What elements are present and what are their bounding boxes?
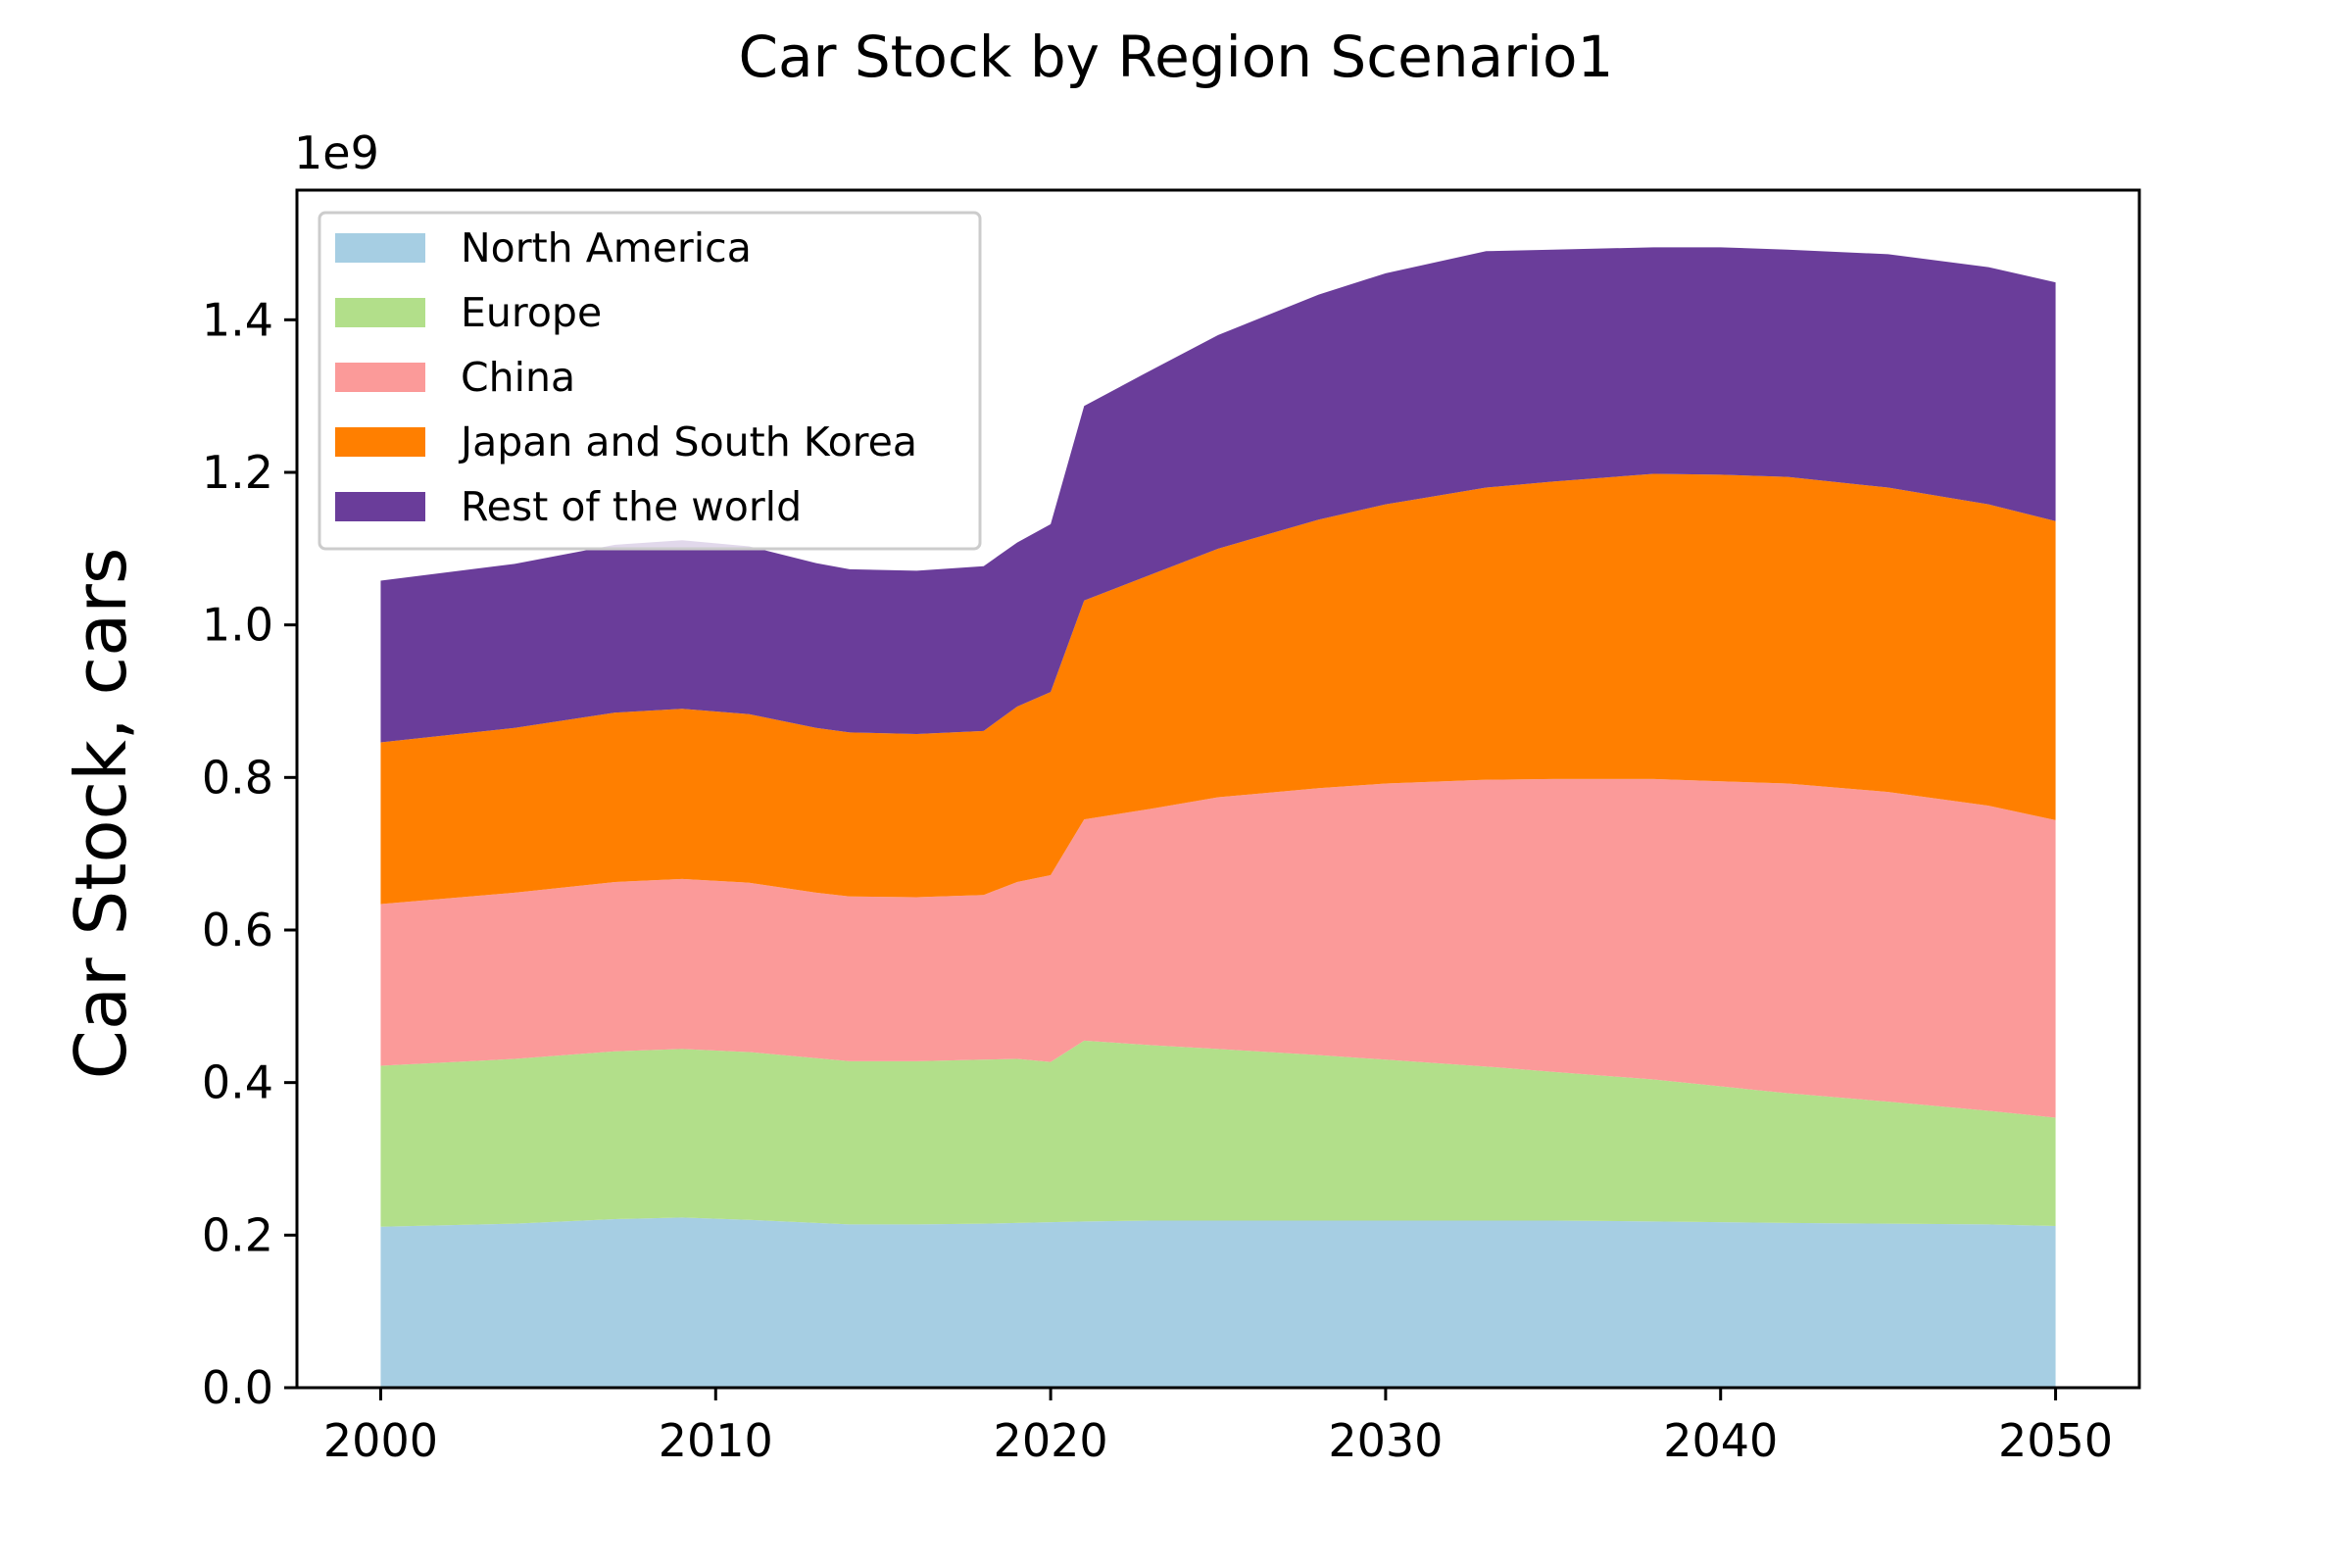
legend-swatch bbox=[335, 427, 425, 457]
legend-label: Europe bbox=[461, 289, 602, 336]
plot-frame bbox=[295, 188, 2141, 1390]
y-tick-label: 0.6 bbox=[202, 904, 273, 956]
x-tick-label: 2050 bbox=[1998, 1414, 2113, 1467]
legend-label: Japan and South Korea bbox=[458, 418, 917, 466]
x-tick-label: 2020 bbox=[994, 1414, 1108, 1467]
y-tick-label: 0.4 bbox=[202, 1056, 273, 1109]
legend-label: North America bbox=[461, 224, 752, 271]
y-tick-label: 1.0 bbox=[202, 599, 273, 652]
area-series-1 bbox=[380, 1040, 2056, 1227]
x-tick-label: 2000 bbox=[323, 1414, 438, 1467]
y-tick-label: 1.4 bbox=[202, 293, 273, 346]
area-series-2 bbox=[380, 778, 2056, 1118]
y-tick-label: 0.0 bbox=[202, 1361, 273, 1414]
x-tick-label: 2040 bbox=[1663, 1414, 1778, 1467]
area-series-3 bbox=[380, 473, 2056, 905]
y-tick-label: 0.2 bbox=[202, 1208, 273, 1261]
legend-swatch bbox=[335, 492, 425, 521]
area-series-4 bbox=[380, 247, 2056, 743]
chart-title: Car Stock by Region Scenario1 bbox=[739, 24, 1614, 90]
y-axis-ticks: 0.0 0.2 0.4 0.6 0.8 1.0 1.2 1.4 bbox=[202, 293, 297, 1414]
legend-swatch bbox=[335, 363, 425, 392]
legend-swatch bbox=[335, 233, 425, 263]
legend-box bbox=[318, 211, 982, 551]
legend-label: Rest of the world bbox=[461, 483, 802, 530]
legend: North America Europe China Japan and South … bbox=[318, 211, 982, 551]
y-tick-label: 0.8 bbox=[202, 751, 273, 804]
y-axis-offset-label: 1e9 bbox=[294, 126, 379, 179]
y-axis-label: Car Stock, cars bbox=[60, 548, 142, 1080]
legend-label: China bbox=[461, 354, 575, 401]
y-tick-label: 1.2 bbox=[202, 446, 273, 499]
x-tick-label: 2030 bbox=[1328, 1414, 1443, 1467]
area-series-group bbox=[380, 247, 2056, 1388]
legend-swatch bbox=[335, 298, 425, 327]
x-tick-label: 2010 bbox=[659, 1414, 773, 1467]
area-series-0 bbox=[380, 1217, 2056, 1388]
x-axis-ticks: 2000 2010 2020 2030 2040 2050 bbox=[323, 1388, 2113, 1467]
